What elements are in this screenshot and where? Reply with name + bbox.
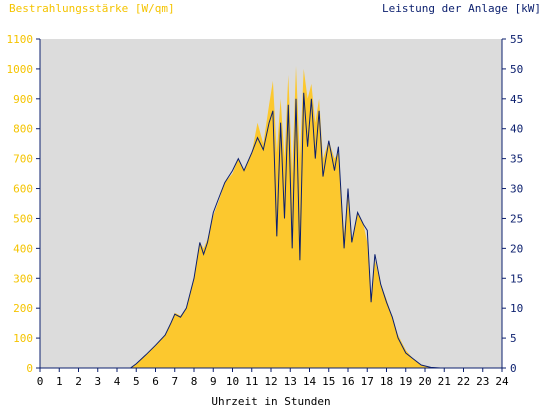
- irradiance-area: [40, 65, 502, 369]
- right-axis-ticks: 0 5 10 15 20 25 30 35 40 45 50 55: [502, 33, 523, 375]
- x-tick-label: 23: [476, 375, 489, 388]
- x-tick-label: 17: [361, 375, 374, 388]
- left-tick-label: 1100: [7, 33, 34, 46]
- x-tick-label: 4: [114, 375, 121, 388]
- x-tick-label: 22: [457, 375, 470, 388]
- left-tick-label: 200: [13, 302, 33, 315]
- x-tick-label: 7: [171, 375, 178, 388]
- right-tick-label: 35: [510, 153, 523, 166]
- left-tick-label: 400: [13, 242, 33, 255]
- left-axis-title: Bestrahlungsstärke [W/qm]: [9, 2, 175, 15]
- right-tick-label: 15: [510, 272, 523, 285]
- x-tick-label: 6: [152, 375, 159, 388]
- right-tick-label: 55: [510, 33, 523, 46]
- left-tick-label: 1000: [7, 63, 34, 76]
- left-tick-label: 700: [13, 153, 33, 166]
- power-line: [40, 92, 502, 369]
- right-tick-label: 20: [510, 242, 523, 255]
- right-tick-label: 40: [510, 123, 523, 136]
- right-tick-label: 50: [510, 63, 523, 76]
- x-tick-label: 21: [438, 375, 451, 388]
- x-axis-title: Uhrzeit in Stunden: [211, 395, 330, 408]
- left-tick-label: 0: [26, 362, 33, 375]
- x-tick-label: 12: [264, 375, 277, 388]
- x-tick-label: 1: [56, 375, 63, 388]
- x-tick-label: 10: [226, 375, 239, 388]
- left-tick-label: 100: [13, 332, 33, 345]
- x-tick-label: 18: [380, 375, 393, 388]
- x-tick-label: 15: [322, 375, 335, 388]
- right-tick-label: 45: [510, 93, 523, 106]
- left-axis-ticks: 0 100 200 300 400 500 600 700 800 900 1000 1100: [7, 33, 40, 375]
- right-axis-title: Leistung der Anlage [kW]: [382, 2, 541, 15]
- x-tick-label: 0: [37, 375, 44, 388]
- left-tick-label: 300: [13, 272, 33, 285]
- x-tick-label: 13: [284, 375, 297, 388]
- x-tick-label: 9: [210, 375, 217, 388]
- x-tick-label: 2: [75, 375, 82, 388]
- left-tick-label: 500: [13, 212, 33, 225]
- x-tick-label: 5: [133, 375, 140, 388]
- right-tick-label: 25: [510, 212, 523, 225]
- right-tick-label: 0: [510, 362, 517, 375]
- x-tick-label: 20: [418, 375, 431, 388]
- right-tick-label: 30: [510, 183, 523, 196]
- left-tick-label: 800: [13, 123, 33, 136]
- left-tick-label: 900: [13, 93, 33, 106]
- x-tick-label: 11: [245, 375, 258, 388]
- right-tick-label: 5: [510, 332, 517, 345]
- x-tick-label: 16: [341, 375, 354, 388]
- left-tick-label: 600: [13, 183, 33, 196]
- right-tick-label: 10: [510, 302, 523, 315]
- x-axis-ticks: 0 1 2 3 4 5 6 7 8 9 10 11 12 13 14 15 16 17 18 19 20 21 22 23 24: [37, 368, 509, 388]
- x-tick-label: 24: [495, 375, 509, 388]
- x-tick-label: 3: [94, 375, 101, 388]
- x-tick-label: 8: [191, 375, 198, 388]
- x-tick-label: 14: [303, 375, 317, 388]
- x-tick-label: 19: [399, 375, 412, 388]
